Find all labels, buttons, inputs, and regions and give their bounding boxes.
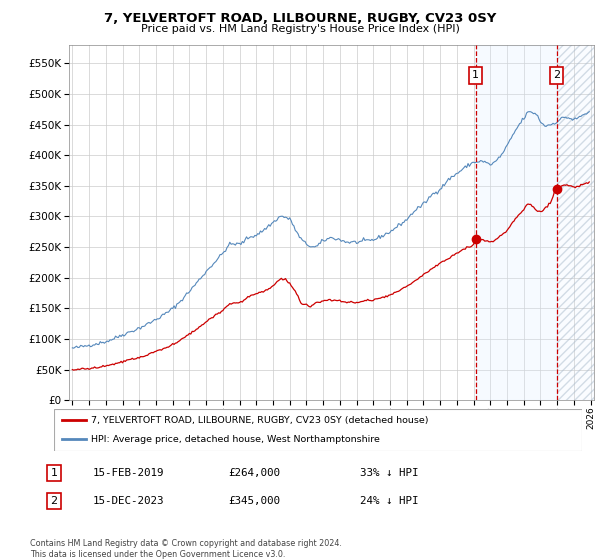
Bar <box>476 45 557 400</box>
Text: 15-FEB-2019: 15-FEB-2019 <box>93 468 164 478</box>
Bar <box>557 45 594 400</box>
Text: 2: 2 <box>553 71 560 81</box>
Text: 2: 2 <box>50 496 58 506</box>
Text: 7, YELVERTOFT ROAD, LILBOURNE, RUGBY, CV23 0SY (detached house): 7, YELVERTOFT ROAD, LILBOURNE, RUGBY, CV… <box>91 416 428 424</box>
Text: 1: 1 <box>472 71 479 81</box>
Bar <box>557 45 594 400</box>
Text: 15-DEC-2023: 15-DEC-2023 <box>93 496 164 506</box>
Text: 1: 1 <box>50 468 58 478</box>
Text: £264,000: £264,000 <box>228 468 280 478</box>
Text: 7, YELVERTOFT ROAD, LILBOURNE, RUGBY, CV23 0SY: 7, YELVERTOFT ROAD, LILBOURNE, RUGBY, CV… <box>104 12 496 25</box>
Text: 24% ↓ HPI: 24% ↓ HPI <box>360 496 419 506</box>
FancyBboxPatch shape <box>54 409 582 451</box>
Text: Price paid vs. HM Land Registry's House Price Index (HPI): Price paid vs. HM Land Registry's House … <box>140 24 460 34</box>
Text: Contains HM Land Registry data © Crown copyright and database right 2024.
This d: Contains HM Land Registry data © Crown c… <box>30 539 342 559</box>
Text: HPI: Average price, detached house, West Northamptonshire: HPI: Average price, detached house, West… <box>91 435 380 444</box>
Text: 33% ↓ HPI: 33% ↓ HPI <box>360 468 419 478</box>
Text: £345,000: £345,000 <box>228 496 280 506</box>
